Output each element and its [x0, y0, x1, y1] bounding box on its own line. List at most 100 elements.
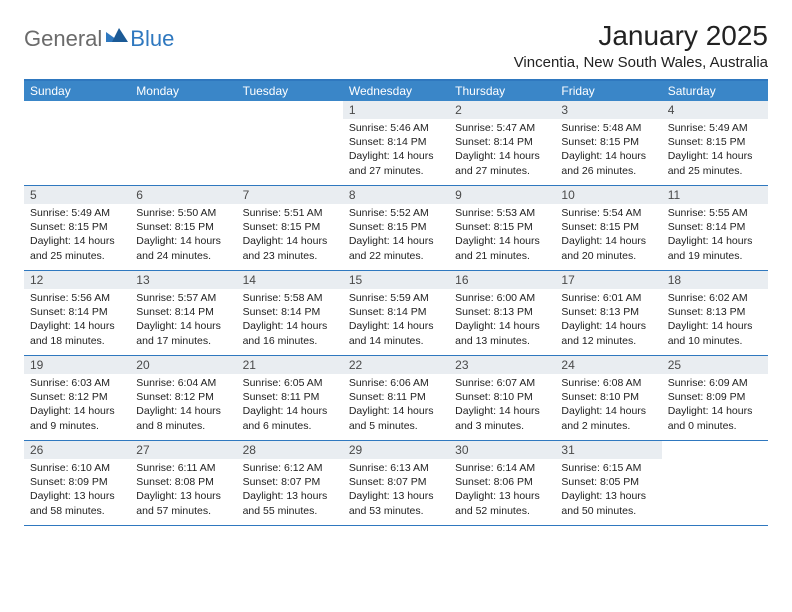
- day-body: Sunrise: 5:58 AMSunset: 8:14 PMDaylight:…: [237, 291, 343, 348]
- logo: General Blue: [24, 20, 174, 52]
- daylight-text: and 8 minutes.: [136, 419, 230, 433]
- daylight-text: and 21 minutes.: [455, 249, 549, 263]
- calendar-cell: 9Sunrise: 5:53 AMSunset: 8:15 PMDaylight…: [449, 186, 555, 270]
- day-body: Sunrise: 6:08 AMSunset: 8:10 PMDaylight:…: [555, 376, 661, 433]
- daylight-text: Daylight: 14 hours: [243, 404, 337, 418]
- day-body: Sunrise: 5:49 AMSunset: 8:15 PMDaylight:…: [662, 121, 768, 178]
- daylight-text: and 19 minutes.: [668, 249, 762, 263]
- sunrise-text: Sunrise: 6:10 AM: [30, 461, 124, 475]
- day-body: Sunrise: 6:14 AMSunset: 8:06 PMDaylight:…: [449, 461, 555, 518]
- daylight-text: Daylight: 14 hours: [136, 234, 230, 248]
- weekday-label: Tuesday: [237, 81, 343, 101]
- day-body: Sunrise: 6:11 AMSunset: 8:08 PMDaylight:…: [130, 461, 236, 518]
- daylight-text: Daylight: 14 hours: [30, 404, 124, 418]
- sunrise-text: Sunrise: 6:12 AM: [243, 461, 337, 475]
- day-body: Sunrise: 5:56 AMSunset: 8:14 PMDaylight:…: [24, 291, 130, 348]
- sunrise-text: Sunrise: 6:13 AM: [349, 461, 443, 475]
- day-number: 21: [237, 356, 343, 374]
- sunset-text: Sunset: 8:06 PM: [455, 475, 549, 489]
- calendar-cell: 5Sunrise: 5:49 AMSunset: 8:15 PMDaylight…: [24, 186, 130, 270]
- sunrise-text: Sunrise: 6:04 AM: [136, 376, 230, 390]
- sunset-text: Sunset: 8:08 PM: [136, 475, 230, 489]
- day-body: Sunrise: 6:03 AMSunset: 8:12 PMDaylight:…: [24, 376, 130, 433]
- day-body: Sunrise: 5:54 AMSunset: 8:15 PMDaylight:…: [555, 206, 661, 263]
- sunrise-text: Sunrise: 6:09 AM: [668, 376, 762, 390]
- daylight-text: and 23 minutes.: [243, 249, 337, 263]
- daylight-text: Daylight: 14 hours: [349, 149, 443, 163]
- calendar-cell: [24, 101, 130, 185]
- calendar-cell: 4Sunrise: 5:49 AMSunset: 8:15 PMDaylight…: [662, 101, 768, 185]
- daylight-text: Daylight: 14 hours: [455, 404, 549, 418]
- sunrise-text: Sunrise: 6:08 AM: [561, 376, 655, 390]
- sunrise-text: Sunrise: 6:06 AM: [349, 376, 443, 390]
- sunrise-text: Sunrise: 6:07 AM: [455, 376, 549, 390]
- sunrise-text: Sunrise: 5:46 AM: [349, 121, 443, 135]
- day-body: Sunrise: 5:59 AMSunset: 8:14 PMDaylight:…: [343, 291, 449, 348]
- daylight-text: Daylight: 14 hours: [243, 319, 337, 333]
- day-body: Sunrise: 6:04 AMSunset: 8:12 PMDaylight:…: [130, 376, 236, 433]
- calendar-cell: 31Sunrise: 6:15 AMSunset: 8:05 PMDayligh…: [555, 441, 661, 525]
- calendar-cell: 7Sunrise: 5:51 AMSunset: 8:15 PMDaylight…: [237, 186, 343, 270]
- sunrise-text: Sunrise: 6:15 AM: [561, 461, 655, 475]
- calendar-cell: 25Sunrise: 6:09 AMSunset: 8:09 PMDayligh…: [662, 356, 768, 440]
- calendar-week: 12Sunrise: 5:56 AMSunset: 8:14 PMDayligh…: [24, 271, 768, 356]
- calendar-cell: 27Sunrise: 6:11 AMSunset: 8:08 PMDayligh…: [130, 441, 236, 525]
- day-number: 22: [343, 356, 449, 374]
- day-number: 26: [24, 441, 130, 459]
- sunrise-text: Sunrise: 5:50 AM: [136, 206, 230, 220]
- day-number: 23: [449, 356, 555, 374]
- calendar-cell: 3Sunrise: 5:48 AMSunset: 8:15 PMDaylight…: [555, 101, 661, 185]
- daylight-text: Daylight: 14 hours: [668, 319, 762, 333]
- daylight-text: Daylight: 14 hours: [455, 319, 549, 333]
- calendar-week: 19Sunrise: 6:03 AMSunset: 8:12 PMDayligh…: [24, 356, 768, 441]
- calendar-cell: 19 Sunrise: 6:03 AMSunset: 8:12 PMDayligh…: [24, 356, 130, 440]
- daylight-text: and 6 minutes.: [243, 419, 337, 433]
- sunset-text: Sunset: 8:15 PM: [561, 135, 655, 149]
- sunset-text: Sunset: 8:12 PM: [136, 390, 230, 404]
- daylight-text: and 55 minutes.: [243, 504, 337, 518]
- calendar-cell: 15 Sunrise: 5:59 AMSunset: 8:14 PMDayligh…: [343, 271, 449, 355]
- sunset-text: Sunset: 8:07 PM: [349, 475, 443, 489]
- calendar-cell: 26Sunrise: 6:10 AMSunset: 8:09 PMDayligh…: [24, 441, 130, 525]
- daylight-text: and 26 minutes.: [561, 164, 655, 178]
- sunset-text: Sunset: 8:15 PM: [561, 220, 655, 234]
- day-body: Sunrise: 5:57 AMSunset: 8:14 PMDaylight:…: [130, 291, 236, 348]
- daylight-text: Daylight: 13 hours: [243, 489, 337, 503]
- day-body: Sunrise: 6:12 AMSunset: 8:07 PMDaylight:…: [237, 461, 343, 518]
- day-number: 9: [449, 186, 555, 204]
- weekday-label: Thursday: [449, 81, 555, 101]
- daylight-text: and 53 minutes.: [349, 504, 443, 518]
- sunrise-text: Sunrise: 6:01 AM: [561, 291, 655, 305]
- sunrise-text: Sunrise: 6:03 AM: [30, 376, 124, 390]
- sunrise-text: Sunrise: 5:58 AM: [243, 291, 337, 305]
- location-text: Vincentia, New South Wales, Australia: [514, 54, 768, 71]
- sunset-text: Sunset: 8:14 PM: [349, 305, 443, 319]
- calendar: Sunday Monday Tuesday Wednesday Thursday…: [24, 79, 768, 526]
- daylight-text: and 0 minutes.: [668, 419, 762, 433]
- sunset-text: Sunset: 8:10 PM: [561, 390, 655, 404]
- sunrise-text: Sunrise: 6:11 AM: [136, 461, 230, 475]
- sunset-text: Sunset: 8:10 PM: [455, 390, 549, 404]
- weekday-header-row: Sunday Monday Tuesday Wednesday Thursday…: [24, 81, 768, 101]
- sunset-text: Sunset: 8:11 PM: [349, 390, 443, 404]
- day-body: Sunrise: 5:46 AMSunset: 8:14 PMDaylight:…: [343, 121, 449, 178]
- logo-text-blue: Blue: [130, 26, 174, 52]
- daylight-text: and 57 minutes.: [136, 504, 230, 518]
- day-body: Sunrise: 6:05 AMSunset: 8:11 PMDaylight:…: [237, 376, 343, 433]
- weekday-label: Sunday: [24, 81, 130, 101]
- day-number: 19: [24, 356, 130, 374]
- day-number: 28: [237, 441, 343, 459]
- daylight-text: Daylight: 14 hours: [349, 404, 443, 418]
- day-body: Sunrise: 6:06 AMSunset: 8:11 PMDaylight:…: [343, 376, 449, 433]
- sunset-text: Sunset: 8:14 PM: [455, 135, 549, 149]
- calendar-cell: 21 Sunrise: 6:05 AMSunset: 8:11 PMDayligh…: [237, 356, 343, 440]
- calendar-cell: 11Sunrise: 5:55 AMSunset: 8:14 PMDayligh…: [662, 186, 768, 270]
- daylight-text: and 18 minutes.: [30, 334, 124, 348]
- daylight-text: and 13 minutes.: [455, 334, 549, 348]
- sunset-text: Sunset: 8:15 PM: [243, 220, 337, 234]
- calendar-cell: 6Sunrise: 5:50 AMSunset: 8:15 PMDaylight…: [130, 186, 236, 270]
- day-number: 15: [343, 271, 449, 289]
- day-number: 10: [555, 186, 661, 204]
- calendar-cell: [237, 101, 343, 185]
- day-number: 14: [237, 271, 343, 289]
